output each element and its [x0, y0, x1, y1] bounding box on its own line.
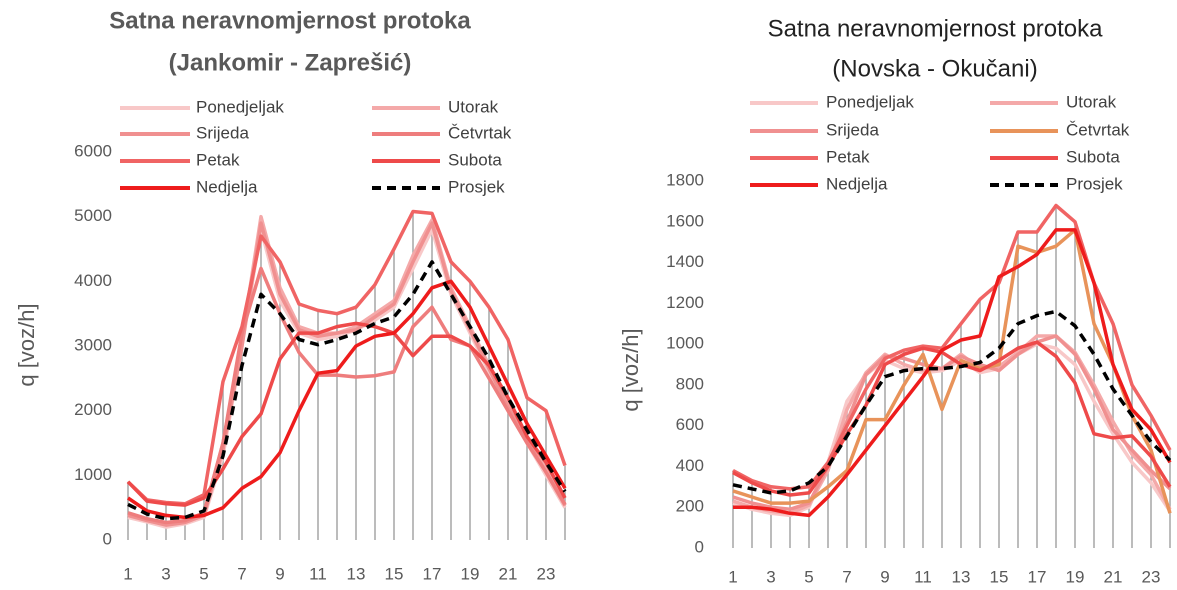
x-tick-label: 17 [1028, 567, 1047, 586]
y-tick-label: 1000 [74, 465, 112, 484]
chart-subtitle: (Novska - Okučani) [832, 55, 1037, 82]
x-tick-label: 17 [423, 564, 442, 583]
series-line [732, 340, 1172, 497]
series-line [733, 228, 1172, 518]
x-tick-label: 11 [914, 567, 932, 586]
x-tick-label: 1 [728, 567, 737, 586]
y-tick-label: 4000 [74, 271, 112, 290]
y-tick-label: 0 [103, 529, 112, 548]
x-tick-label: 11 [309, 564, 327, 583]
y-axis-label: q [voz/h] [618, 328, 643, 411]
x-tick-label: 5 [199, 564, 208, 583]
legend-label: Prosjek [448, 177, 505, 196]
y-tick-label: 200 [676, 497, 704, 516]
legend-label: Nedjelja [196, 177, 258, 196]
x-tick-label: 23 [537, 564, 556, 583]
series-line [126, 209, 567, 506]
x-tick-label: 13 [347, 564, 366, 583]
y-tick-label: 6000 [74, 141, 112, 160]
series-line [127, 266, 567, 525]
y-tick-label: 1800 [666, 170, 704, 189]
series-line [127, 260, 567, 521]
y-tick-label: 1400 [666, 252, 704, 271]
legend-label: Četvrtak [1066, 120, 1130, 139]
y-tick-label: 1600 [666, 211, 704, 230]
legend-label: Subota [1066, 147, 1120, 166]
y-tick-label: 0 [695, 537, 704, 556]
x-tick-label: 23 [1142, 567, 1161, 586]
x-tick-label: 9 [275, 564, 284, 583]
legend-label: Srijeda [826, 120, 879, 139]
x-tick-label: 7 [842, 567, 851, 586]
x-tick-label: 1 [123, 564, 132, 583]
x-tick-label: 21 [1104, 567, 1123, 586]
legend-label: Nedjelja [826, 174, 888, 193]
x-tick-label: 19 [461, 564, 480, 583]
series-line [732, 309, 1172, 495]
y-tick-label: 1000 [666, 334, 704, 353]
series-line [732, 228, 1172, 514]
y-tick-label: 5000 [74, 206, 112, 225]
y-tick-label: 3000 [74, 335, 112, 354]
x-tick-label: 3 [161, 564, 170, 583]
y-axis-label: q [voz/h] [14, 303, 39, 386]
series-line [126, 321, 567, 507]
chart-subtitle: (Jankomir - Zaprešić) [169, 49, 412, 76]
legend-label: Prosjek [1066, 174, 1123, 193]
x-tick-label: 19 [1066, 567, 1085, 586]
y-tick-label: 600 [676, 415, 704, 434]
chart-title: Satna neravnomjernost protoka [768, 15, 1104, 42]
series-line [127, 279, 567, 520]
legend-label: Četvrtak [448, 123, 512, 142]
y-tick-label: 800 [676, 374, 704, 393]
legend-label: Utorak [1066, 92, 1117, 111]
legend-label: Subota [448, 150, 502, 169]
legend-label: Srijeda [196, 123, 249, 142]
x-tick-label: 13 [952, 567, 971, 586]
series-line [732, 342, 1172, 518]
chart: Satna neravnomjernost protoka (Novska - O… [618, 15, 1172, 586]
y-tick-label: 400 [676, 456, 704, 475]
legend-label: Ponedjeljak [826, 92, 914, 111]
chart: Satna neravnomjernost protoka (Jankomir -… [14, 7, 567, 583]
legend-label: Ponedjeljak [196, 97, 284, 116]
legend-label: Petak [196, 150, 240, 169]
x-tick-label: 7 [237, 564, 246, 583]
chart-title: Satna neravnomjernost protoka [109, 7, 471, 34]
legend-label: Petak [826, 147, 870, 166]
y-tick-label: 1200 [666, 293, 704, 312]
x-tick-label: 15 [385, 564, 404, 583]
series-line [732, 334, 1172, 512]
x-tick-label: 21 [499, 564, 518, 583]
x-tick-label: 15 [990, 567, 1009, 586]
x-tick-label: 3 [766, 567, 775, 586]
legend-label: Utorak [448, 97, 499, 116]
series-line [127, 221, 567, 527]
y-tick-label: 2000 [74, 400, 112, 419]
x-tick-label: 9 [880, 567, 889, 586]
x-tick-label: 5 [804, 567, 813, 586]
